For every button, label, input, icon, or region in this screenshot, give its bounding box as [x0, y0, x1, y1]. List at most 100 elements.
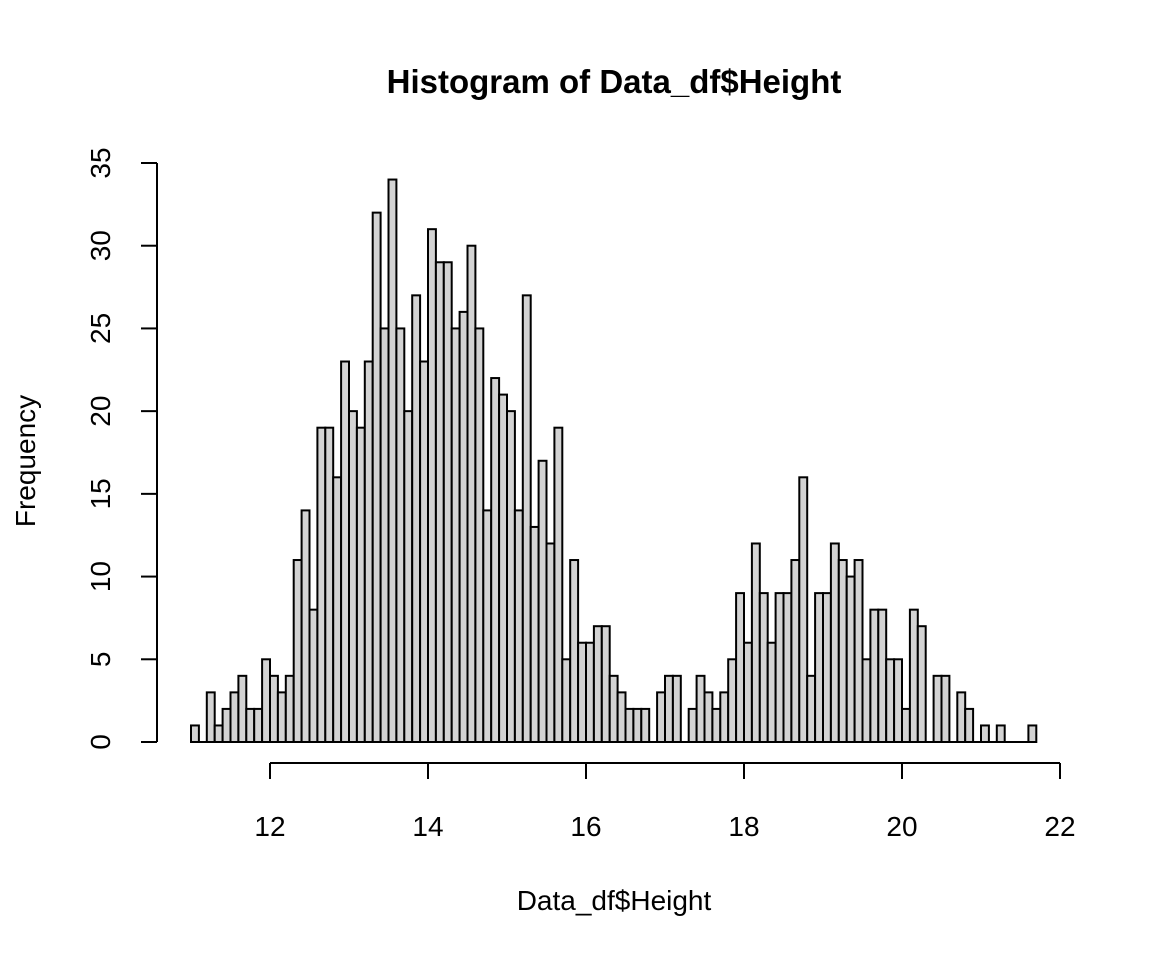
histogram-bar [237, 674, 248, 744]
histogram-bar [806, 674, 817, 744]
histogram-bar [585, 641, 595, 743]
histogram-bar [513, 509, 524, 743]
histogram-bar [711, 707, 722, 743]
histogram-bar [529, 525, 540, 743]
histogram-bar [743, 641, 753, 743]
x-tick-label: 16 [570, 811, 601, 842]
bars-group [190, 178, 1038, 744]
histogram-bar [434, 261, 445, 743]
x-tick-label: 22 [1044, 811, 1075, 842]
histogram-bar [869, 608, 880, 743]
histogram-bar [450, 327, 461, 743]
histogram-bar [901, 707, 911, 743]
histogram-bar [442, 261, 453, 743]
histogram-bar [458, 310, 469, 743]
histogram-bar [229, 691, 240, 743]
histogram-bar [411, 294, 422, 743]
histogram-bar [269, 674, 279, 744]
histogram-bar [363, 360, 374, 743]
histogram-bar [190, 724, 200, 744]
histogram-bar [893, 658, 903, 743]
histogram-bar [956, 691, 967, 743]
histogram-bar [284, 674, 295, 744]
histogram-bar [932, 674, 943, 744]
y-tick-label: 20 [85, 396, 116, 427]
histogram-bar [537, 459, 548, 743]
histogram-bar [664, 674, 674, 744]
histogram-bar [885, 658, 896, 743]
x-tick-label: 14 [412, 811, 443, 842]
histogram-bar [379, 327, 390, 743]
histogram-bar [980, 724, 990, 744]
histogram-bar [656, 691, 666, 743]
histogram-bar [261, 658, 272, 743]
x-tick-label: 12 [254, 811, 285, 842]
histogram-bar [616, 691, 627, 743]
histogram-bar [427, 228, 437, 744]
histogram-bar [545, 542, 556, 743]
histogram-bar [466, 244, 477, 744]
histogram-bar [245, 707, 256, 743]
histogram-bar [940, 674, 951, 744]
histogram-bar [671, 674, 682, 744]
histogram-bar [419, 360, 430, 743]
y-tick-label: 30 [85, 230, 116, 261]
x-axis-label: Data_df$Height [517, 885, 712, 916]
histogram-bar [916, 625, 927, 744]
histogram-bar [908, 608, 919, 743]
histogram-bar [403, 410, 414, 743]
histogram-bar [735, 592, 745, 743]
histogram-bar [561, 658, 572, 743]
histogram-bar [750, 542, 761, 743]
y-tick-label: 10 [85, 561, 116, 592]
histogram-bar [577, 641, 587, 743]
histogram-bar [600, 625, 611, 744]
histogram-bar [766, 641, 777, 743]
histogram-bar [782, 592, 793, 743]
histogram-bar [774, 592, 785, 743]
y-axis: 0 5 10 15 20 25 30 35 [85, 147, 158, 750]
histogram-bar [213, 724, 224, 744]
histogram-bar [324, 426, 335, 743]
histogram-bar [719, 691, 730, 743]
histogram-bar [640, 707, 651, 743]
histogram-bar [695, 674, 706, 744]
y-tick-label: 25 [85, 313, 116, 344]
histogram-bar [837, 559, 848, 744]
histogram-bar [814, 592, 824, 743]
histogram-bar [632, 707, 643, 743]
histogram-bar [861, 658, 872, 743]
x-tick-label: 20 [886, 811, 917, 842]
histogram-bar [348, 410, 358, 743]
histogram-bar [798, 476, 809, 743]
y-axis-label: Frequency [10, 395, 41, 527]
histogram-bar [292, 559, 303, 744]
histogram-bar [608, 674, 619, 744]
histogram-bar [253, 707, 264, 743]
histogram-bar [829, 542, 840, 743]
histogram-bar [355, 426, 366, 743]
histogram-bar [758, 592, 769, 743]
histogram-bar [703, 691, 714, 743]
histogram-bar [569, 559, 580, 744]
histogram-bar [490, 377, 501, 743]
histogram-bar [498, 393, 509, 743]
histogram-bar [521, 294, 532, 743]
histogram-bar [853, 559, 864, 744]
histogram-bar [221, 707, 232, 743]
histogram-bar [727, 658, 738, 743]
histogram-bar [877, 608, 888, 743]
histogram-bar [592, 625, 603, 744]
histogram-bar [964, 707, 975, 743]
histogram-bar [822, 592, 832, 743]
histogram-bar [308, 608, 319, 743]
histogram-bar [316, 426, 327, 743]
histogram-bar [482, 509, 493, 743]
histogram-bar [332, 476, 343, 743]
histogram-bar [387, 178, 398, 744]
histogram-bar [687, 707, 698, 743]
histogram-bar [340, 360, 351, 743]
histogram-bar [395, 327, 406, 743]
histogram-bar [276, 691, 287, 743]
